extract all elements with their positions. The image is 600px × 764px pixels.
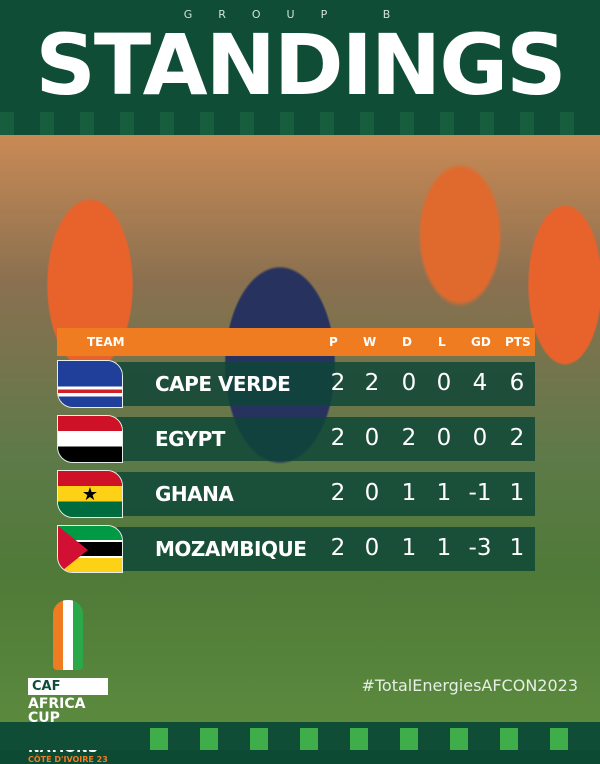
stat-l: 1 [436, 535, 452, 561]
cape-verde-flag [57, 360, 123, 408]
col-d: D [402, 335, 412, 349]
stat-p: 2 [330, 370, 346, 396]
stat-l: 0 [436, 425, 452, 451]
table-row: ★ GHANA 2 0 1 1 -1 1 [57, 470, 535, 518]
stat-d: 0 [401, 370, 417, 396]
stat-p: 2 [330, 535, 346, 561]
stat-gd: -3 [468, 535, 492, 561]
stat-pts: 1 [509, 535, 525, 561]
stat-w: 0 [364, 535, 380, 561]
col-w: W [363, 335, 377, 349]
decorative-pattern [0, 112, 600, 136]
row-background [117, 527, 535, 571]
stat-p: 2 [330, 425, 346, 451]
stat-l: 1 [436, 480, 452, 506]
stat-w: 0 [364, 425, 380, 451]
caf-logo: CAF [28, 678, 108, 695]
team-name: MOZAMBIQUE [155, 537, 307, 561]
stat-gd: -1 [468, 480, 492, 506]
stat-pts: 1 [509, 480, 525, 506]
col-team: TEAM [87, 335, 125, 349]
stat-pts: 2 [509, 425, 525, 451]
table-row: EGYPT 2 0 2 0 0 2 [57, 415, 535, 463]
page-title: STANDINGS [35, 16, 566, 114]
stat-d: 2 [401, 425, 417, 451]
table-row: CAPE VERDE 2 2 0 0 4 6 [57, 360, 535, 408]
col-pts: PTS [505, 335, 531, 349]
row-background [117, 362, 535, 406]
col-gd: GD [471, 335, 491, 349]
stat-p: 2 [330, 480, 346, 506]
footer-band [0, 722, 600, 750]
stat-gd: 0 [472, 425, 488, 451]
row-background [117, 417, 535, 461]
col-l: L [438, 335, 446, 349]
col-p: P [329, 335, 338, 349]
row-background [117, 472, 535, 516]
logo-line3: CÔTE D'IVOIRE 23 [28, 755, 108, 764]
decorative-pattern [150, 728, 600, 750]
table-row: MOZAMBIQUE 2 0 1 1 -3 1 [57, 525, 535, 573]
stat-d: 1 [401, 535, 417, 561]
stat-gd: 4 [472, 370, 488, 396]
table-header: TEAM P W D L GD PTS [57, 328, 535, 356]
team-name: EGYPT [155, 427, 225, 451]
trophy-icon [53, 600, 83, 670]
stat-l: 0 [436, 370, 452, 396]
ghana-flag: ★ [57, 470, 123, 518]
team-name: GHANA [155, 482, 234, 506]
stat-w: 0 [364, 480, 380, 506]
header-band: GROUP B STANDINGS [0, 0, 600, 136]
stat-pts: 6 [509, 370, 525, 396]
stat-d: 1 [401, 480, 417, 506]
stat-w: 2 [364, 370, 380, 396]
logo-line1: AFRICA CUP [28, 696, 86, 726]
mozambique-flag [57, 525, 123, 573]
egypt-flag [57, 415, 123, 463]
hashtag: #TotalEnergiesAFCON2023 [361, 676, 578, 695]
team-name: CAPE VERDE [155, 372, 291, 396]
group-label: GROUP B [183, 8, 417, 21]
